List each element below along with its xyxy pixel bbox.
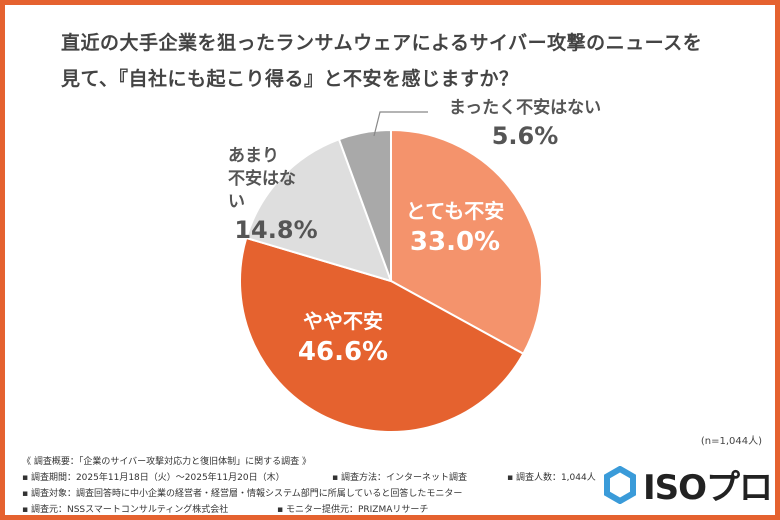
label-mattaku: まったく不安はない 5.6% <box>425 97 625 152</box>
footer-provider: ▪ モニター提供元：PRIZMAリサーチ <box>277 505 429 515</box>
slice-label: あまり <box>228 146 279 166</box>
footer-period: ▪ 調査期間：2025年11月18日（火）〜2025年11月20日（木） <box>22 473 285 483</box>
label-totemo: とても不安 33.0% <box>390 198 520 260</box>
label-amari: あまり 不安はない 14.8% <box>228 145 318 246</box>
slice-label: とても不安 <box>405 199 505 223</box>
survey-footer: 《 調査概要：「企業のサイバー攻撃対応力と復旧体制」に関する調査 》 ▪ 調査期… <box>22 454 596 518</box>
footer-overview: 《 調査概要：「企業のサイバー攻撃対応力と復旧体制」に関する調査 》 <box>22 457 312 467</box>
footer-count: ▪ 調査人数：1,044人 <box>507 473 596 483</box>
hexagon-icon <box>604 465 636 504</box>
slice-label: まったく不安はない <box>448 98 602 118</box>
data-label: 5.6% <box>491 121 559 150</box>
footer-method: ▪ 調査方法：インターネット調査 <box>332 473 467 483</box>
logo-text: ISOプロ <box>643 468 773 508</box>
data-label: 14.8% <box>234 215 318 244</box>
data-label: 46.6% <box>297 337 389 367</box>
label-yaya: やや不安 46.6% <box>278 308 408 370</box>
slice-label: やや不安 <box>303 309 383 333</box>
pie-slice-2 <box>245 137 393 283</box>
data-label: 33.0% <box>409 227 501 257</box>
leader-line <box>373 111 428 137</box>
pie-slice-1 <box>239 236 525 433</box>
pie-slice-3 <box>337 128 392 282</box>
footer-target: ▪ 調査対象：調査回答時に中小企業の経営者・経営層・情報システム部門に所属してい… <box>22 489 463 499</box>
title-line-2: 見て、『自社にも起こり得る』と不安を感じますか？ <box>61 68 519 90</box>
title-line-1: 直近の大手企業を狙ったランサムウェアによるサイバー攻撃のニュースを <box>61 32 703 54</box>
pie-slice-0 <box>390 128 543 356</box>
chart-title: 直近の大手企業を狙ったランサムウェアによるサイバー攻撃のニュースを 見て、『自社… <box>61 25 702 97</box>
sample-size: (n=1,044人) <box>700 436 762 447</box>
isopro-logo: ISOプロ <box>603 460 773 509</box>
slice-label: 不安はない <box>228 168 296 212</box>
footer-org: ▪ 調査元：NSSスマートコンサルティング株式会社 <box>22 505 229 515</box>
